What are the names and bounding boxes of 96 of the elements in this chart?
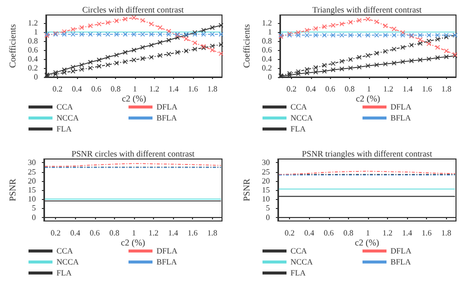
y-tick-label: 0.6 bbox=[28, 46, 38, 55]
y-tick-label: 15 bbox=[28, 186, 36, 194]
y-tick-label: 0.4 bbox=[28, 54, 38, 64]
y-tick-label: 5 bbox=[266, 204, 270, 213]
legend-label: NCCA bbox=[56, 258, 79, 266]
x-tick-label: 1 bbox=[366, 84, 371, 94]
x-tick-label: 0.6 bbox=[91, 84, 102, 94]
x-tick-label: 1.4 bbox=[402, 228, 412, 238]
x-tick-label: 0.4 bbox=[70, 228, 80, 238]
y-tick-label: 1.2 bbox=[28, 18, 38, 28]
chart-title: PSNR circles with different contrast bbox=[71, 148, 196, 158]
y-tick-label: 25 bbox=[262, 167, 270, 176]
x-tick-label: 1.8 bbox=[207, 228, 218, 238]
legend-label: BFLA bbox=[156, 258, 178, 266]
x-tick-label: 0.8 bbox=[344, 84, 355, 94]
y-tick-label: 30 bbox=[28, 158, 36, 168]
x-axis-title: c2 (%) bbox=[354, 237, 380, 248]
x-tick-label: 0.4 bbox=[304, 228, 314, 238]
legend-label: NCCA bbox=[290, 114, 313, 122]
x-tick-label: 0.6 bbox=[325, 84, 336, 94]
legend-label: FLA bbox=[290, 268, 306, 278]
x-tick-label: 1.8 bbox=[441, 84, 452, 94]
x-tick-label: 1 bbox=[132, 84, 137, 94]
legend-label: DFLA bbox=[390, 246, 412, 256]
x-axis-title: c2 (%) bbox=[120, 237, 146, 248]
y-tick-label: 0.2 bbox=[28, 64, 38, 73]
x-tick-label: 0.2 bbox=[52, 84, 63, 94]
x-tick-label: 0.6 bbox=[90, 228, 100, 238]
x-tick-label: 1.6 bbox=[422, 84, 432, 94]
chart-title: Circles with different contrast bbox=[82, 4, 184, 14]
x-tick-label: 1.6 bbox=[188, 228, 198, 238]
x-tick-label: 0.4 bbox=[306, 84, 316, 94]
y-axis-title: PSNR bbox=[242, 178, 252, 202]
x-axis-title: c2 (%) bbox=[356, 93, 380, 104]
y-tick-label: 0 bbox=[268, 72, 272, 82]
legend-label: CCA bbox=[290, 246, 308, 256]
legend-label: NCCA bbox=[56, 114, 79, 122]
y-tick-label: 20 bbox=[28, 176, 36, 186]
legend-label: NCCA bbox=[290, 258, 313, 266]
x-tick-label: 1.4 bbox=[168, 228, 178, 238]
y-tick-label: 0 bbox=[32, 212, 36, 222]
y-tick-label: 1 bbox=[34, 28, 38, 37]
y-tick-label: 0 bbox=[34, 72, 38, 82]
legend-label: DFLA bbox=[156, 102, 178, 112]
legend-label: FLA bbox=[56, 124, 72, 134]
legend-label: CCA bbox=[56, 102, 74, 112]
chart-title: PSNR triangles with different contrast bbox=[302, 148, 433, 158]
x-axis-title: c2 (%) bbox=[122, 93, 146, 104]
x-tick-label: 0.8 bbox=[343, 228, 354, 238]
x-tick-label: 0.4 bbox=[72, 84, 82, 94]
x-tick-label: 1 bbox=[132, 228, 136, 238]
x-tick-label: 1.6 bbox=[188, 84, 198, 94]
y-tick-label: 25 bbox=[28, 167, 36, 176]
x-tick-label: 1.6 bbox=[422, 228, 432, 238]
y-tick-label: 0.8 bbox=[262, 36, 272, 46]
x-tick-label: 0.8 bbox=[109, 228, 120, 238]
y-tick-label: 10 bbox=[28, 194, 36, 204]
x-tick-label: 1.2 bbox=[382, 228, 392, 238]
legend-label: BFLA bbox=[390, 258, 412, 266]
y-tick-label: 10 bbox=[262, 194, 270, 204]
legend-label: CCA bbox=[56, 246, 74, 256]
x-tick-label: 1.4 bbox=[168, 84, 179, 94]
x-tick-label: 0.2 bbox=[284, 228, 295, 238]
y-tick-label: 0 bbox=[266, 212, 270, 222]
legend-label: FLA bbox=[56, 268, 72, 278]
y-tick-label: 1 bbox=[268, 28, 272, 37]
y-tick-label: 5 bbox=[32, 204, 36, 213]
x-tick-label: 1.2 bbox=[383, 84, 394, 94]
x-tick-label: 1.4 bbox=[402, 84, 413, 94]
x-tick-label: 0.2 bbox=[286, 84, 297, 94]
x-tick-label: 1.2 bbox=[148, 228, 158, 238]
y-tick-label: 30 bbox=[262, 158, 270, 168]
chart-title: Triangles with different contrast bbox=[312, 4, 422, 14]
y-tick-label: 0.6 bbox=[262, 46, 272, 55]
x-tick-label: 0.6 bbox=[324, 228, 334, 238]
legend-label: BFLA bbox=[156, 114, 178, 122]
y-axis-title: PSNR bbox=[8, 178, 18, 202]
y-tick-label: 20 bbox=[262, 176, 270, 186]
x-tick-label: 1 bbox=[366, 228, 370, 238]
legend-label: CCA bbox=[290, 102, 308, 112]
x-tick-label: 1.8 bbox=[441, 228, 452, 238]
x-tick-label: 1.8 bbox=[207, 84, 218, 94]
x-tick-label: 0.2 bbox=[50, 228, 61, 238]
y-tick-label: 0.2 bbox=[262, 64, 272, 73]
y-axis-title: Coefficients bbox=[242, 24, 252, 68]
legend-label: DFLA bbox=[390, 102, 412, 112]
x-tick-label: 0.8 bbox=[110, 84, 121, 94]
legend-label: BFLA bbox=[390, 114, 412, 122]
y-tick-label: 0.4 bbox=[262, 54, 272, 64]
y-tick-label: 15 bbox=[262, 186, 270, 194]
y-tick-label: 1.2 bbox=[262, 18, 272, 28]
x-tick-label: 1.2 bbox=[149, 84, 160, 94]
y-axis-title: Coefficients bbox=[8, 24, 18, 68]
y-tick-label: 0.8 bbox=[28, 36, 38, 46]
legend-label: FLA bbox=[290, 124, 306, 134]
legend-label: DFLA bbox=[156, 246, 178, 256]
